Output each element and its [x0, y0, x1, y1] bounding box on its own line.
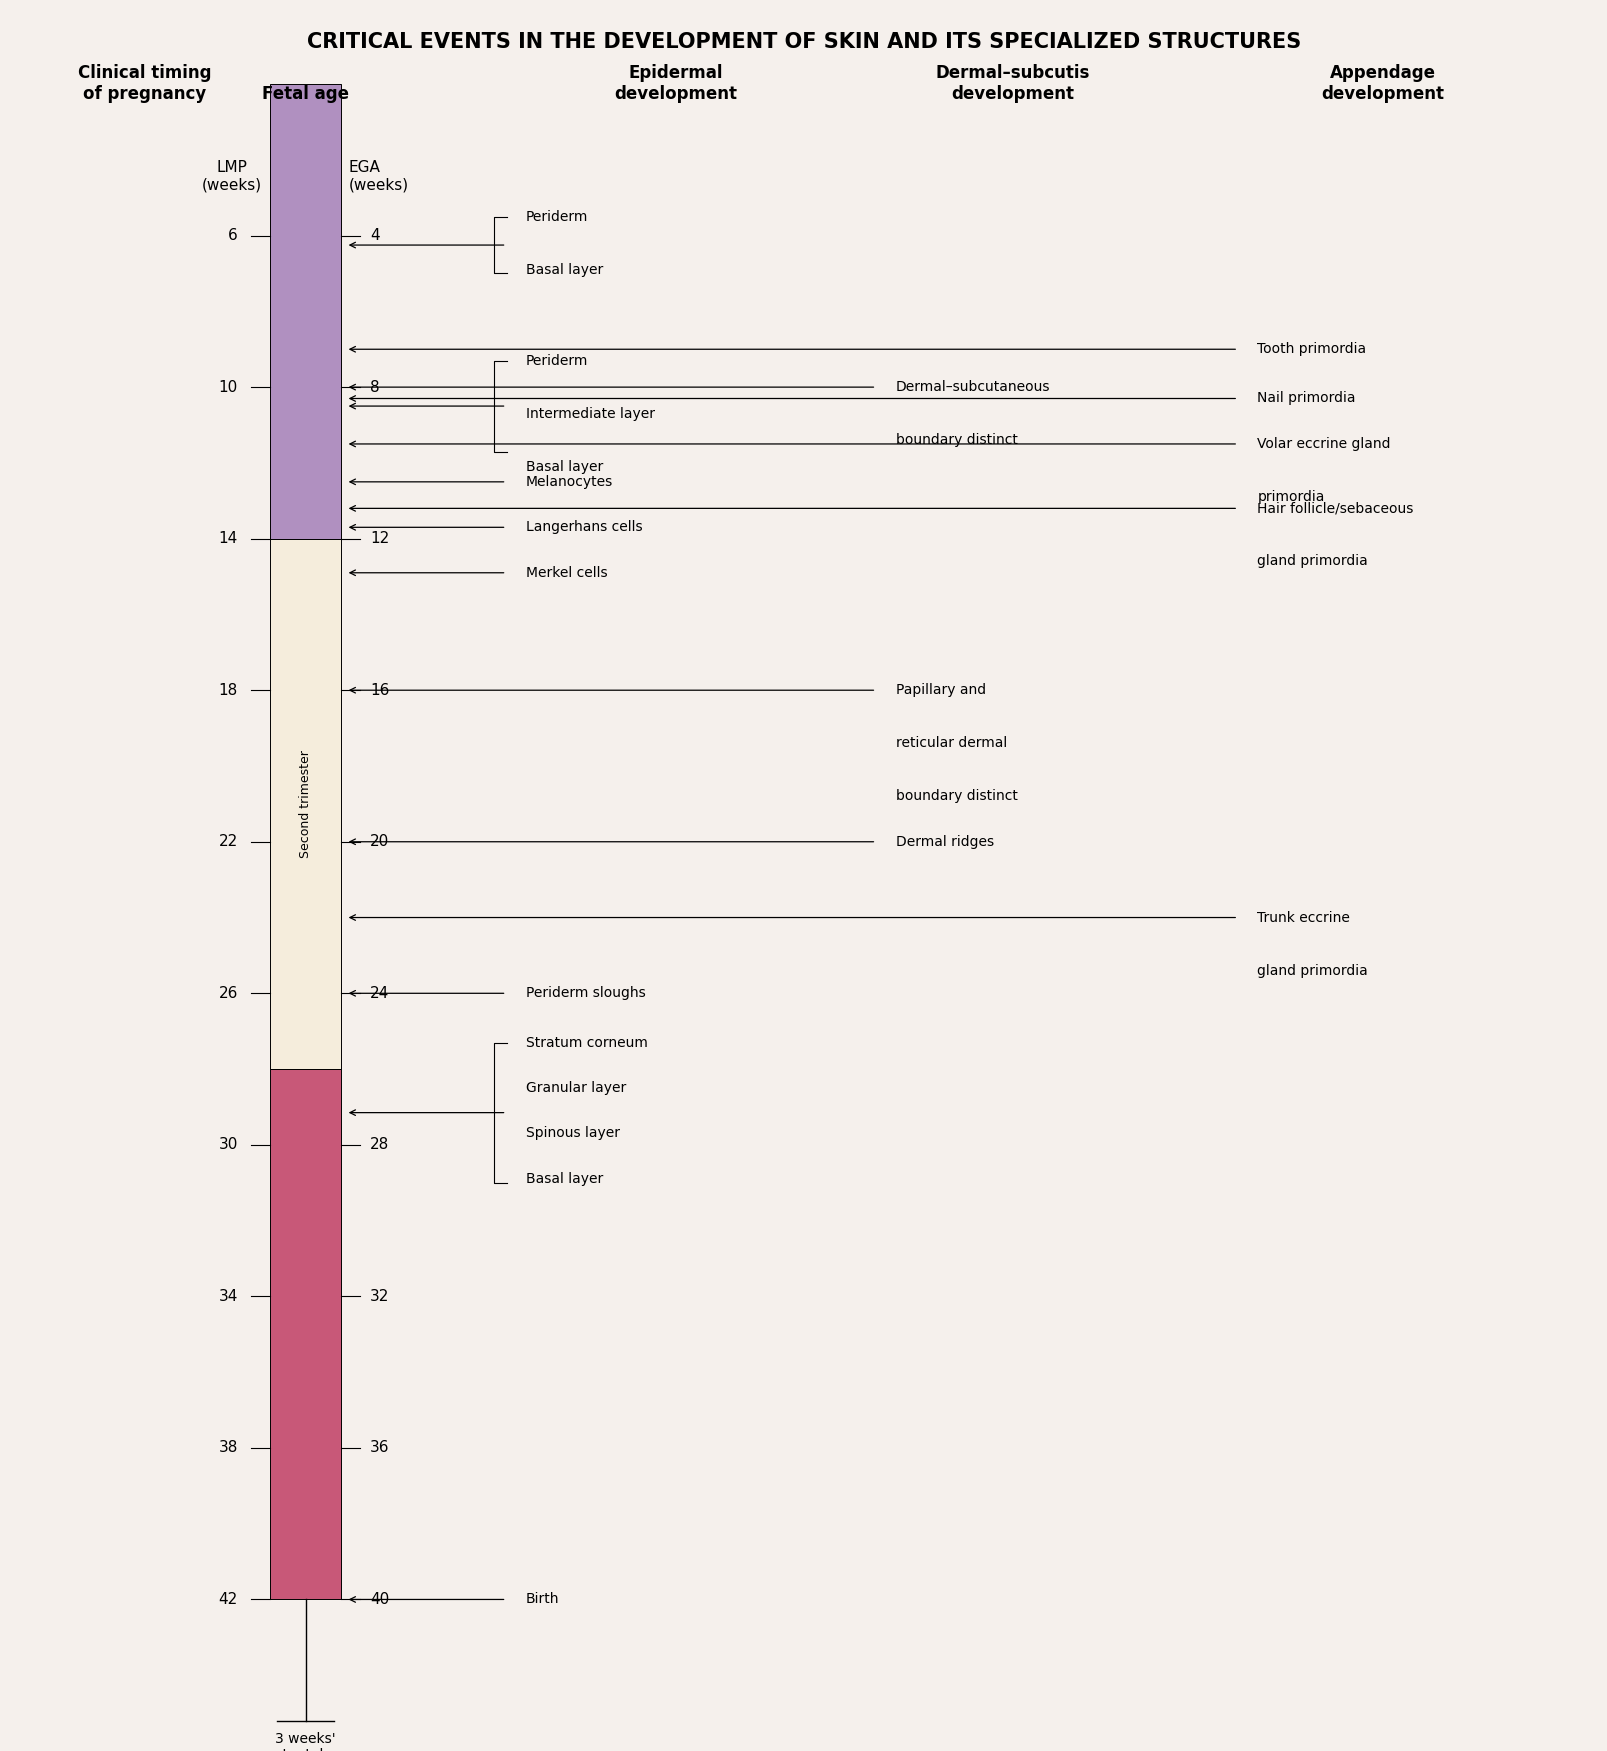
Text: Merkel cells: Merkel cells [525, 566, 607, 580]
Text: Dermal ridges: Dermal ridges [895, 835, 993, 849]
Text: LMP
(weeks): LMP (weeks) [202, 159, 262, 193]
Text: Dermal–subcutaneous: Dermal–subcutaneous [895, 380, 1049, 394]
Text: gland primordia: gland primordia [1257, 963, 1368, 977]
Text: reticular dermal: reticular dermal [895, 735, 1006, 749]
Text: 32: 32 [370, 1289, 389, 1304]
Text: Epidermal
development: Epidermal development [614, 65, 736, 103]
Text: Fetal age: Fetal age [262, 86, 349, 103]
Text: Periderm: Periderm [525, 354, 588, 368]
Text: 34: 34 [219, 1289, 238, 1304]
Text: EGA
(weeks): EGA (weeks) [349, 159, 408, 193]
Text: 20: 20 [370, 833, 389, 849]
Text: Tooth primordia: Tooth primordia [1257, 341, 1366, 355]
Text: Periderm: Periderm [525, 210, 588, 224]
Text: primordia: primordia [1257, 490, 1324, 504]
Text: 36: 36 [370, 1441, 389, 1455]
Text: 30: 30 [219, 1138, 238, 1152]
Text: Trunk eccrine: Trunk eccrine [1257, 911, 1350, 925]
Text: Dermal–subcutis
development: Dermal–subcutis development [935, 65, 1090, 103]
Text: Birth: Birth [525, 1592, 559, 1606]
Text: Intermediate layer: Intermediate layer [525, 406, 654, 420]
Text: gland primordia: gland primordia [1257, 555, 1368, 569]
Text: Appendage
development: Appendage development [1321, 65, 1443, 103]
Text: 18: 18 [219, 683, 238, 697]
Text: boundary distinct: boundary distinct [895, 790, 1017, 804]
Text: Nail primordia: Nail primordia [1257, 392, 1355, 406]
Text: 12: 12 [370, 531, 389, 546]
Text: 4: 4 [370, 228, 379, 243]
Text: Stratum corneum: Stratum corneum [525, 1035, 648, 1049]
Text: 28: 28 [370, 1138, 389, 1152]
Text: 6: 6 [228, 228, 238, 243]
Text: CRITICAL EVENTS IN THE DEVELOPMENT OF SKIN AND ITS SPECIALIZED STRUCTURES: CRITICAL EVENTS IN THE DEVELOPMENT OF SK… [307, 32, 1300, 53]
Text: Basal layer: Basal layer [525, 461, 603, 475]
Text: Langerhans cells: Langerhans cells [525, 520, 643, 534]
Text: Second trimester: Second trimester [299, 749, 312, 858]
Text: 42: 42 [219, 1592, 238, 1607]
Text: Papillary and: Papillary and [895, 683, 985, 697]
Text: 10: 10 [219, 380, 238, 394]
Text: 22: 22 [219, 833, 238, 849]
Text: 8: 8 [370, 380, 379, 394]
Text: Hair follicle/sebaceous: Hair follicle/sebaceous [1257, 501, 1413, 515]
Bar [270, 539, 341, 1070]
Text: 3 weeks'
postnatal age: 3 weeks' postnatal age [257, 1732, 354, 1751]
Text: Periderm sloughs: Periderm sloughs [525, 986, 644, 1000]
Text: boundary distinct: boundary distinct [895, 432, 1017, 447]
Text: 38: 38 [219, 1441, 238, 1455]
Text: Volar eccrine gland: Volar eccrine gland [1257, 438, 1390, 452]
Bar [270, 84, 341, 539]
Text: 40: 40 [370, 1592, 389, 1607]
Text: Clinical timing
of pregnancy: Clinical timing of pregnancy [77, 65, 212, 103]
Text: 16: 16 [370, 683, 389, 697]
Bar [270, 1070, 341, 1599]
Text: Melanocytes: Melanocytes [525, 475, 612, 489]
Text: Granular layer: Granular layer [525, 1080, 625, 1094]
Text: 24: 24 [370, 986, 389, 1002]
Text: 26: 26 [219, 986, 238, 1002]
Text: Basal layer: Basal layer [525, 263, 603, 277]
Text: 14: 14 [219, 531, 238, 546]
Text: Basal layer: Basal layer [525, 1171, 603, 1185]
Text: Spinous layer: Spinous layer [525, 1126, 619, 1140]
